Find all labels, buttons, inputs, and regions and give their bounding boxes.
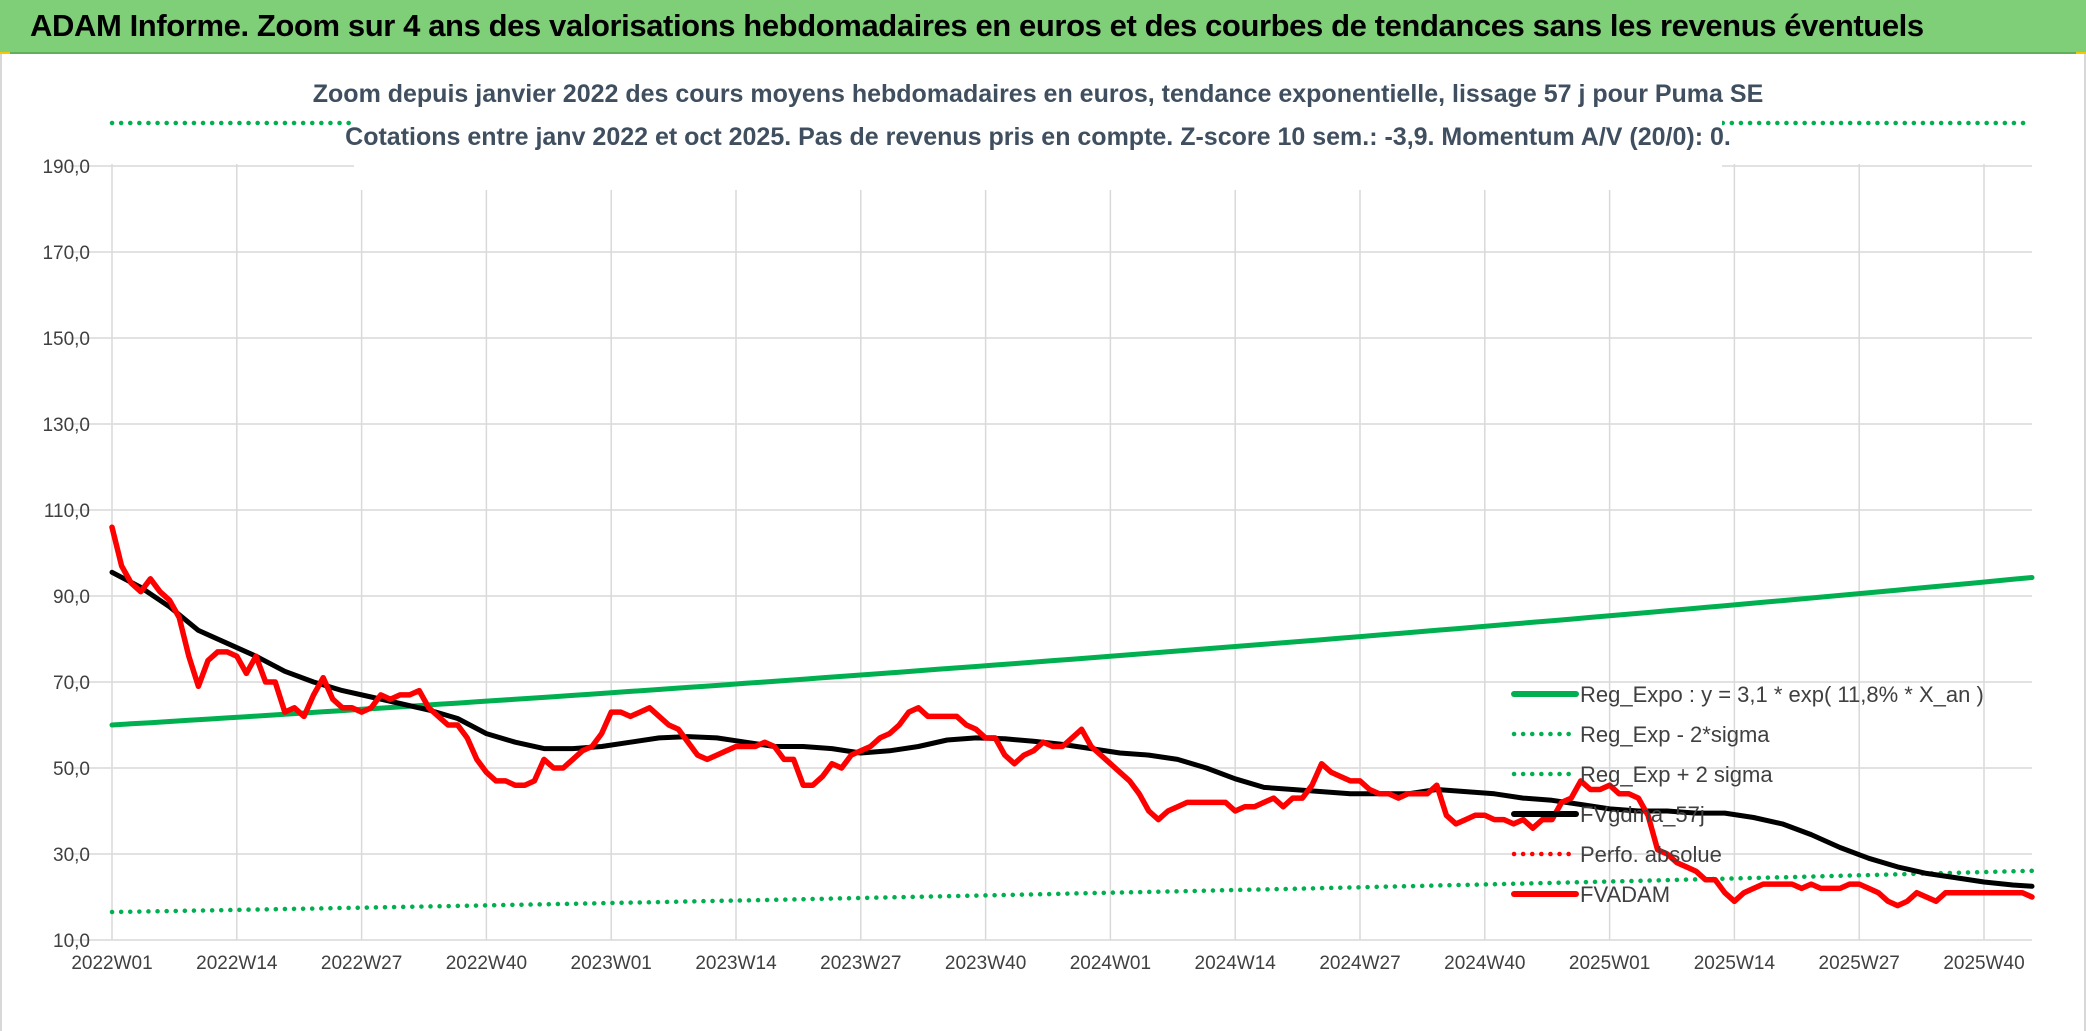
- y-tick-label: 10,0: [53, 931, 90, 952]
- legend-label: Perfo. absolue: [1580, 842, 1722, 867]
- chart-title: Zoom depuis janvier 2022 des cours moyen…: [313, 80, 1764, 108]
- x-tick-label: 2025W40: [1943, 953, 2024, 974]
- x-tick-label: 2022W40: [446, 953, 527, 974]
- x-tick-label: 2025W14: [1694, 953, 1776, 974]
- x-tick-label: 2025W01: [1569, 953, 1650, 974]
- x-tick-label: 2022W14: [196, 953, 278, 974]
- line-chart: 10,0 30,0 50,0 70,0 90,0 110,0 130,0 150,0 170,0…: [42, 72, 2035, 974]
- legend-label: Reg_Expo : y = 3,1 * exp( 11,8% * X_an ): [1580, 682, 1984, 707]
- fvadam-price-line: [109, 524, 2035, 909]
- report-header-banner: ADAM Informe. Zoom sur 4 ans des valoris…: [0, 0, 2086, 54]
- x-tick-label: 2022W27: [321, 953, 402, 974]
- y-tick-label: 50,0: [53, 759, 90, 780]
- x-tick-label: 2022W01: [71, 953, 152, 974]
- y-tick-label: 70,0: [53, 673, 90, 694]
- legend-item-reg-exp-plus: Reg_Exp + 2 sigma: [1511, 762, 1773, 787]
- report-title: ADAM Informe. Zoom sur 4 ans des valoris…: [30, 8, 1924, 43]
- legend-item-reg-expo: Reg_Expo : y = 3,1 * exp( 11,8% * X_an ): [1511, 682, 1984, 707]
- x-tick-label: 2024W14: [1195, 953, 1277, 974]
- chart-title-background: [354, 72, 1722, 190]
- y-tick-label: 110,0: [44, 501, 90, 522]
- x-tick-label: 2025W27: [1819, 953, 1900, 974]
- y-axis-tick-labels: 10,0 30,0 50,0 70,0 90,0 110,0 130,0 150,0 170,0…: [42, 157, 90, 952]
- legend-label: Reg_Exp + 2 sigma: [1580, 762, 1773, 787]
- legend-label: FVADAM: [1580, 882, 1670, 907]
- y-tick-label: 90,0: [53, 587, 90, 608]
- legend-item-fvadam: FVADAM: [1511, 882, 1670, 907]
- legend-item-perfo: Perfo. absolue: [1511, 842, 1722, 867]
- x-tick-label: 2023W01: [571, 953, 652, 974]
- chart-legend: Reg_Expo : y = 3,1 * exp( 11,8% * X_an )…: [1511, 682, 1984, 907]
- x-tick-label: 2024W40: [1444, 953, 1525, 974]
- y-tick-label: 170,0: [42, 243, 90, 264]
- y-tick-label: 130,0: [42, 415, 90, 436]
- reg-expo-line: [109, 575, 2035, 728]
- x-tick-label: 2023W27: [820, 953, 901, 974]
- x-axis-tick-labels: 2022W01 2022W14 2022W27 2022W40 2023W01 2023W…: [71, 953, 2024, 974]
- legend-label: FVgdma_57j: [1580, 802, 1705, 827]
- legend-item-reg-exp-minus: Reg_Exp - 2*sigma: [1511, 722, 1770, 747]
- chart-subtitle: Cotations entre janv 2022 et oct 2025. P…: [345, 123, 1731, 151]
- x-tick-label: 2024W27: [1319, 953, 1400, 974]
- legend-label: Reg_Exp - 2*sigma: [1580, 722, 1770, 747]
- y-tick-label: 190,0: [42, 157, 90, 178]
- x-tick-label: 2023W14: [695, 953, 777, 974]
- series-lines: [109, 120, 2035, 915]
- y-tick-label: 30,0: [53, 845, 90, 866]
- chart-panel: 10,0 30,0 50,0 70,0 90,0 110,0 130,0 150,0 170,0…: [0, 54, 2086, 1031]
- x-tick-label: 2023W40: [945, 953, 1026, 974]
- legend-item-fvgdma: FVgdma_57j: [1511, 802, 1705, 827]
- x-tick-label: 2024W01: [1070, 953, 1151, 974]
- grid-lines: [70, 164, 2032, 941]
- y-tick-label: 150,0: [42, 329, 90, 350]
